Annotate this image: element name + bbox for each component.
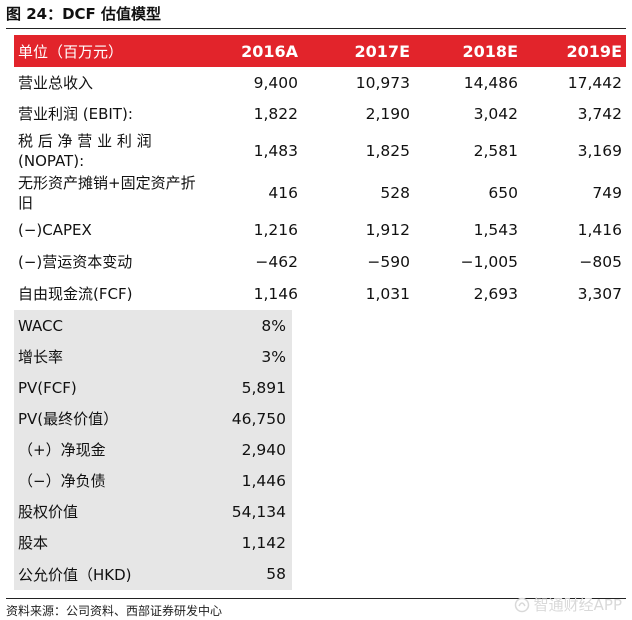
cell-value: 1,912 bbox=[365, 220, 410, 239]
cell-value: 1,031 bbox=[365, 284, 410, 303]
valuation-block bbox=[14, 310, 292, 590]
valuation-value: 54,134 bbox=[231, 502, 286, 521]
year-header-2017e: 2017E bbox=[354, 41, 410, 61]
valuation-label: （−）净负债 bbox=[18, 472, 106, 490]
table-row: 营业总收入 9,400 10,973 14,486 17,442 bbox=[14, 68, 626, 98]
cell-value: 3,307 bbox=[577, 284, 622, 303]
row-label: 营业利润 (EBIT): bbox=[18, 104, 133, 123]
figure-title: 图 24：DCF 估值模型 bbox=[6, 5, 162, 23]
valuation-row: （−）净负债 1,446 bbox=[14, 465, 292, 496]
watermark: 智通财经APP bbox=[514, 594, 622, 615]
table-row: (−)营运资本变动 −462 −590 −1,005 −805 bbox=[14, 246, 626, 278]
valuation-label: 增长率 bbox=[18, 348, 64, 366]
row-label: 自由现金流(FCF) bbox=[18, 284, 133, 303]
year-header-2016a: 2016A bbox=[241, 41, 298, 61]
table-header: 单位（百万元） 2016A 2017E 2018E 2019E bbox=[14, 35, 626, 67]
cell-value: 1,146 bbox=[253, 284, 298, 303]
valuation-label: WACC bbox=[18, 316, 63, 335]
cell-value: 416 bbox=[268, 183, 298, 202]
valuation-label: PV(最终价值） bbox=[18, 410, 119, 428]
row-label: 营业总收入 bbox=[18, 73, 94, 92]
cell-value: 17,442 bbox=[567, 73, 622, 92]
valuation-label: PV(FCF) bbox=[18, 378, 77, 397]
table-row: 税 后 净 营 业 利 润 (NOPAT): 1,483 1,825 2,581… bbox=[14, 130, 626, 172]
cell-value: 650 bbox=[488, 183, 518, 202]
row-label: 税 后 净 营 业 利 润 (NOPAT): bbox=[18, 131, 152, 170]
year-header-2019e: 2019E bbox=[566, 41, 622, 61]
valuation-row: WACC 8% bbox=[14, 310, 292, 341]
valuation-label: 股本 bbox=[18, 534, 49, 552]
cell-value: −805 bbox=[579, 252, 622, 271]
row-label: 无形资产摊销+固定资产折旧 bbox=[18, 173, 196, 212]
table-row: 营业利润 (EBIT): 1,822 2,190 3,042 3,742 bbox=[14, 98, 626, 130]
cell-value: 1,216 bbox=[253, 220, 298, 239]
cell-value: 3,169 bbox=[577, 141, 622, 160]
valuation-label: 公允价值（HKD) bbox=[18, 565, 132, 584]
cell-value: 528 bbox=[380, 183, 410, 202]
cell-value: 1,416 bbox=[577, 220, 622, 239]
valuation-value: 1,142 bbox=[241, 533, 286, 552]
unit-label: 单位（百万元） bbox=[18, 42, 124, 61]
cell-value: 1,822 bbox=[253, 104, 298, 123]
cell-value: 2,581 bbox=[473, 141, 518, 160]
valuation-value: 8% bbox=[261, 316, 286, 335]
valuation-value: 2,940 bbox=[241, 440, 286, 459]
cell-value: −1,005 bbox=[460, 252, 518, 271]
valuation-value: 3% bbox=[261, 347, 286, 366]
valuation-row: 股本 1,142 bbox=[14, 527, 292, 558]
table-row: 自由现金流(FCF) 1,146 1,031 2,693 3,307 bbox=[14, 278, 626, 310]
cell-value: 1,825 bbox=[365, 141, 410, 160]
cell-value: 2,693 bbox=[473, 284, 518, 303]
valuation-row: （+）净现金 2,940 bbox=[14, 434, 292, 465]
cell-value: −590 bbox=[367, 252, 410, 271]
row-label: (−)CAPEX bbox=[18, 220, 92, 239]
valuation-row: 股权价值 54,134 bbox=[14, 496, 292, 527]
valuation-label: （+）净现金 bbox=[18, 441, 106, 459]
source-note: 资料来源：公司资料、西部证券研发中心 bbox=[6, 604, 223, 618]
table-row: 无形资产摊销+固定资产折旧 416 528 650 749 bbox=[14, 172, 626, 214]
watermark-logo-icon bbox=[514, 597, 529, 612]
table-row: (−)CAPEX 1,216 1,912 1,543 1,416 bbox=[14, 214, 626, 246]
valuation-row: PV(FCF) 5,891 bbox=[14, 372, 292, 403]
cell-value: 3,042 bbox=[473, 104, 518, 123]
year-header-2018e: 2018E bbox=[462, 41, 518, 61]
valuation-value: 1,446 bbox=[241, 471, 286, 490]
valuation-row: PV(最终价值） 46,750 bbox=[14, 403, 292, 434]
valuation-value: 58 bbox=[266, 565, 286, 583]
valuation-row: 增长率 3% bbox=[14, 341, 292, 372]
cell-value: 14,486 bbox=[463, 73, 518, 92]
cell-value: −462 bbox=[255, 252, 298, 271]
cell-value: 749 bbox=[592, 183, 622, 202]
top-rule bbox=[6, 28, 626, 29]
row-label: (−)营运资本变动 bbox=[18, 252, 133, 271]
cell-value: 10,973 bbox=[355, 73, 410, 92]
cell-value: 1,543 bbox=[473, 220, 518, 239]
cell-value: 2,190 bbox=[365, 104, 410, 123]
cell-value: 9,400 bbox=[253, 73, 298, 92]
valuation-label: 股权价值 bbox=[18, 503, 79, 521]
bottom-rule bbox=[6, 598, 626, 599]
cell-value: 1,483 bbox=[253, 141, 298, 160]
watermark-text: 智通财经APP bbox=[533, 596, 622, 614]
valuation-value: 5,891 bbox=[241, 378, 286, 397]
cell-value: 3,742 bbox=[577, 104, 622, 123]
valuation-row: 公允价值（HKD) 58 bbox=[14, 558, 292, 590]
valuation-value: 46,750 bbox=[231, 409, 286, 428]
